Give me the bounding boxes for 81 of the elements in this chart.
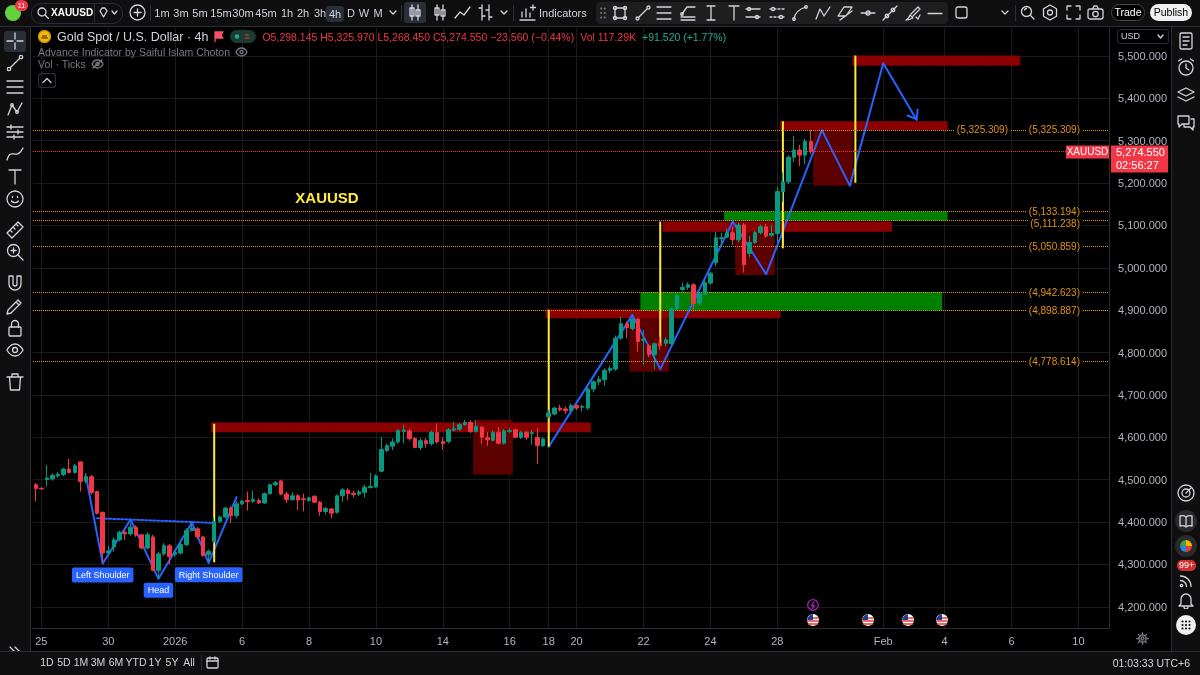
x-tick-label: 10 [1072,634,1085,647]
annotation: Right Shoulder [178,569,239,580]
ref-line-label: (4,898.887) [1028,305,1080,317]
annotation: XAUUSD [1066,146,1109,158]
x-tick-label: 6 [1008,634,1015,647]
annotation: Head [147,585,170,596]
x-tick-label: 28 [771,634,784,647]
text: 5Y [165,656,179,670]
text: 3M [90,656,106,670]
text: 1D [40,656,54,670]
ref-line-label: (4,778.614) [1028,356,1080,368]
x-tick-label: Feb [873,634,893,647]
x-tick-label: 6 [239,634,246,647]
x-tick-label: 18 [542,634,555,647]
text: 1m [154,6,170,20]
text: All [183,656,195,670]
ref-line-label: (5,325.309) [1028,124,1080,136]
text: 01:03:33 UTC+6 [1112,656,1190,670]
x-tick-label: 8 [305,634,313,647]
text: 6M [108,656,124,670]
text: 3m [173,6,189,20]
y-tick-label: 5,300.000 [1118,134,1167,147]
x-tick-label: 20 [570,634,583,647]
x-tick-label: 14 [436,634,449,647]
text: 5m [192,6,208,20]
text: 45m [255,6,277,20]
text: 15m [210,6,232,20]
y-tick-label: 4,200.000 [1118,600,1167,613]
text: YTD [125,656,147,670]
text: 1Y [148,656,162,670]
y-tick-label: 4,900.000 [1118,304,1167,317]
y-tick-label: 4,700.000 [1118,388,1167,401]
text: XAUUSD [51,6,94,20]
ref-line-label: (5,050.859) [1028,240,1080,252]
annotation: +91.520 (+1.77%) [642,30,727,43]
ref-line-label: 5,274.550 [1116,146,1165,159]
text: Trade [1114,5,1142,19]
y-tick-label: 4,500.000 [1118,473,1167,486]
annotation: Vol · Ticks [38,57,86,70]
y-tick-label: 4,300.000 [1118,558,1167,571]
text: 4h [325,6,345,22]
text: W [358,6,370,20]
text: 30m [232,6,254,20]
x-tick-label: 25 [35,634,48,647]
y-tick-label: 4,800.000 [1118,346,1167,359]
text: 5D [57,656,71,670]
text: Advance Indicator by Saiful Islam Choton [38,45,231,58]
x-tick-label: 10 [369,634,383,647]
x-tick-label: 24 [704,634,717,647]
annotation: O5,298.145 H5,325.970 L5,268.450 C5,274.550 −23.560 (−0.44%) [262,30,575,43]
x-tick-label: 22 [637,634,650,647]
text: 3h [313,6,327,20]
badge: 99+ [1177,560,1197,571]
annotation: XAUUSD [295,188,359,206]
x-tick-label: 2026 [162,634,188,647]
annotation: Vol 117.29K [580,30,637,43]
text: 02:56:27 [1116,159,1159,172]
y-tick-label: 5,200.000 [1118,177,1167,190]
text: 1M [73,656,89,670]
ref-line-label: (4,942.623) [1028,286,1080,298]
text: 2h [296,6,310,20]
text: D [347,6,355,20]
annotation: Left Shoulder [75,570,130,581]
y-tick-label: 5,000.000 [1118,261,1167,274]
y-tick-label: 4,600.000 [1118,431,1167,444]
y-tick-label: 4,400.000 [1118,516,1167,529]
annotation: (5,325.309) [956,124,1008,136]
y-tick-label: 5,100.000 [1118,219,1167,232]
x-tick-label: 16 [503,634,516,647]
text: 1h [280,6,294,20]
ref-line-label: (5,133.194) [1028,205,1080,217]
x-tick-label: 4 [941,634,948,647]
chart-title: Gold Spot / U.S. Dollar · 4h [57,29,209,44]
text: M [373,6,383,20]
text: Indicators [539,6,587,20]
x-tick-label: 30 [102,634,115,647]
text: USD [1121,30,1141,42]
y-tick-label: 5,400.000 [1118,92,1167,105]
text: Publish [1153,5,1189,19]
ref-line-label: (5,111.238) [1030,217,1080,229]
y-tick-label: 5,500.000 [1118,49,1167,62]
